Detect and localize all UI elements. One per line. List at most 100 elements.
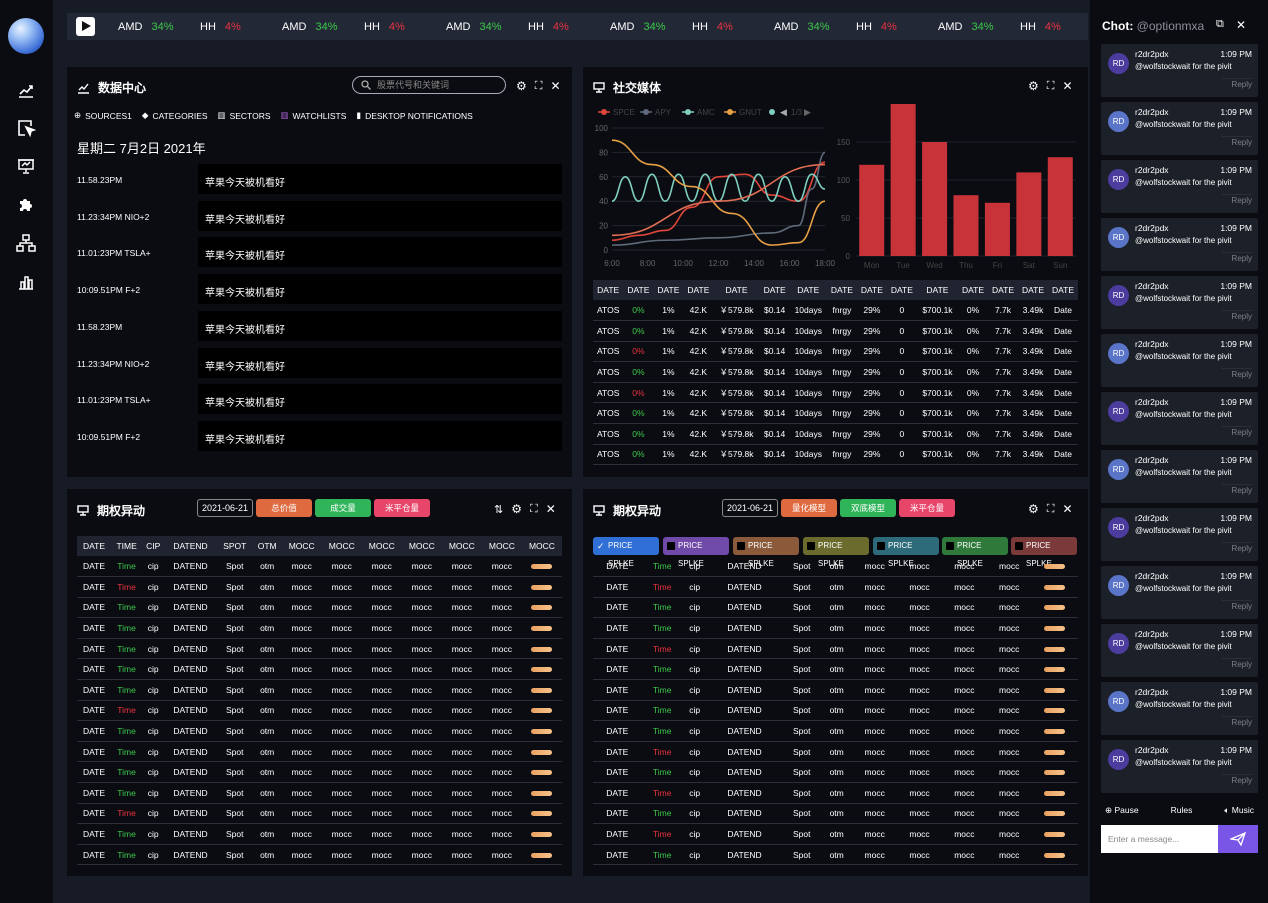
- legend-prev-icon[interactable]: ◀: [780, 107, 787, 117]
- chat-message[interactable]: RD r2dr2pdx 1:09 PM @wolfstockwait for the …: [1101, 566, 1258, 619]
- ticker-item[interactable]: AMD 34%: [446, 21, 501, 33]
- table-row[interactable]: DATE Time cip DATEND Spot otm mocc mocc mocc mocc…: [77, 658, 562, 681]
- news-item[interactable]: 10:09.51PM F+2 苹果今天被机看好: [77, 420, 562, 451]
- chat-message[interactable]: RD r2dr2pdx 1:09 PM @wolfstockwait for the …: [1101, 624, 1258, 677]
- reply-button[interactable]: Reply: [1222, 658, 1252, 669]
- column-header[interactable]: CIP: [142, 536, 165, 556]
- bar[interactable]: [890, 104, 916, 256]
- price-spike-chip[interactable]: PRICE SPLKE: [733, 537, 799, 568]
- bar[interactable]: [1016, 172, 1042, 256]
- legend-label[interactable]: GNUT: [739, 108, 762, 117]
- column-header[interactable]: DATE: [713, 280, 760, 300]
- filter-volume-button[interactable]: 成交量: [315, 499, 371, 517]
- tab-categories[interactable]: ◆ CATEGORIES: [141, 110, 208, 121]
- column-header[interactable]: DATE: [856, 280, 887, 300]
- gear-icon[interactable]: ⚙: [511, 502, 522, 516]
- news-item[interactable]: 10:09.51PM F+2 苹果今天被机看好: [77, 274, 562, 305]
- column-header[interactable]: TIME: [110, 536, 143, 556]
- filter-quant-model-button[interactable]: 量化模型: [781, 499, 837, 517]
- chat-message[interactable]: RD r2dr2pdx 1:09 PM @wolfstockwait for the …: [1101, 334, 1258, 387]
- filter-total-value-button[interactable]: 总价值: [256, 499, 312, 517]
- column-header[interactable]: SPOT: [216, 536, 253, 556]
- reply-button[interactable]: Reply: [1222, 542, 1252, 553]
- ticker-item[interactable]: AMD 34%: [774, 21, 829, 33]
- column-header[interactable]: DATE: [77, 536, 111, 556]
- ticker-item[interactable]: AMD 34%: [938, 21, 993, 33]
- legend-marker[interactable]: [727, 109, 733, 115]
- table-row[interactable]: ATOS 0% 1% 42.K ￥579.8k $0.14 10days fnrgy 29% 0 $…: [593, 341, 1078, 363]
- table-row[interactable]: ATOS 0% 1% 42.K ￥579.8k $0.14 10days fnrgy 29% 0 $…: [593, 444, 1078, 466]
- table-row[interactable]: DATE Time cip DATEND Spot otm mocc mocc mocc mocc: [593, 617, 1078, 639]
- table-row[interactable]: DATE Time cip DATEND Spot otm mocc mocc mocc mocc: [593, 700, 1078, 722]
- table-row[interactable]: DATE Time cip DATEND Spot otm mocc mocc mocc mocc: [593, 720, 1078, 742]
- ticker-item[interactable]: HH 4%: [692, 21, 733, 33]
- ticker-item[interactable]: AMD 34%: [118, 21, 173, 33]
- chat-message[interactable]: RD r2dr2pdx 1:09 PM @wolfstockwait for the …: [1101, 44, 1258, 97]
- legend-label[interactable]: SPCE: [613, 108, 635, 117]
- table-row[interactable]: DATE Time cip DATEND Spot otm mocc mocc mocc mocc: [593, 844, 1078, 866]
- table-row[interactable]: DATE Time cip DATEND Spot otm mocc mocc mocc mocc: [593, 741, 1078, 763]
- send-button[interactable]: [1218, 825, 1258, 853]
- popout-icon[interactable]: ⧉: [1216, 18, 1224, 30]
- legend-next-icon[interactable]: ▶: [804, 107, 811, 117]
- column-header[interactable]: DATE: [683, 280, 714, 300]
- play-icon[interactable]: [76, 17, 95, 36]
- table-row[interactable]: DATE Time cip DATEND Spot otm mocc mocc mocc mocc…: [77, 638, 562, 660]
- table-row[interactable]: DATE Time cip DATEND Spot otm mocc mocc mocc mocc…: [77, 556, 562, 578]
- price-spike-chip[interactable]: PRICE SPLKE: [593, 537, 659, 568]
- reply-button[interactable]: Reply: [1222, 716, 1252, 727]
- price-spike-chip[interactable]: PRICE SPLKE: [1011, 537, 1077, 568]
- chat-message-input[interactable]: Enter a message...: [1101, 825, 1218, 853]
- column-header[interactable]: MOCC: [521, 536, 562, 556]
- table-row[interactable]: DATE Time cip DATEND Spot otm mocc mocc mocc mocc…: [77, 761, 562, 784]
- filter-open-interest-button[interactable]: 米平仓量: [374, 499, 430, 517]
- ticker-item[interactable]: AMD 34%: [610, 21, 665, 33]
- table-row[interactable]: DATE Time cip DATEND Spot otm mocc mocc mocc mocc…: [77, 803, 562, 825]
- rules-button[interactable]: Rules: [1170, 805, 1193, 815]
- bar[interactable]: [953, 195, 979, 256]
- gear-icon[interactable]: ⚙: [516, 79, 527, 93]
- tab-watchlists[interactable]: ▥ WATCHLISTS: [280, 110, 347, 121]
- legend-marker[interactable]: [685, 109, 691, 115]
- chat-message[interactable]: RD r2dr2pdx 1:09 PM @wolfstockwait for the …: [1101, 218, 1258, 271]
- column-header[interactable]: DATEND: [164, 536, 217, 556]
- chat-message[interactable]: RD r2dr2pdx 1:09 PM @wolfstockwait for the …: [1101, 682, 1258, 735]
- legend-marker[interactable]: [769, 109, 775, 115]
- bar[interactable]: [859, 164, 885, 256]
- close-icon[interactable]: ✕: [1062, 79, 1073, 93]
- price-spike-chip[interactable]: PRICE SPLKE: [663, 537, 729, 568]
- filter-double-bottom-button[interactable]: 双底模型: [840, 499, 896, 517]
- table-row[interactable]: ATOS 0% 1% 42.K ￥579.8k $0.14 10days fnrgy 29% 0 $…: [593, 382, 1078, 404]
- ticker-item[interactable]: AMD 34%: [282, 21, 337, 33]
- reply-button[interactable]: Reply: [1222, 194, 1252, 205]
- column-header[interactable]: DATE: [593, 280, 624, 300]
- reply-button[interactable]: Reply: [1222, 484, 1252, 495]
- table-row[interactable]: DATE Time cip DATEND Spot otm mocc mocc mocc mocc…: [77, 741, 562, 763]
- table-row[interactable]: DATE Time cip DATEND Spot otm mocc mocc mocc mocc: [593, 576, 1078, 598]
- table-row[interactable]: DATE Time cip DATEND Spot otm mocc mocc mocc mocc…: [77, 844, 562, 866]
- bar[interactable]: [922, 142, 948, 256]
- table-row[interactable]: DATE Time cip DATEND Spot otm mocc mocc mocc mocc: [593, 679, 1078, 701]
- table-row[interactable]: ATOS 0% 1% 42.K ￥579.8k $0.14 10days fnrgy 29% 0 $…: [593, 300, 1078, 322]
- column-header[interactable]: MOCC: [401, 536, 442, 556]
- ticker-item[interactable]: HH 4%: [1020, 21, 1061, 33]
- reply-button[interactable]: Reply: [1222, 136, 1252, 147]
- column-header[interactable]: MOCC: [281, 536, 322, 556]
- table-row[interactable]: DATE Time cip DATEND Spot otm mocc mocc mocc mocc: [593, 658, 1078, 681]
- column-header[interactable]: DATE: [1017, 280, 1048, 300]
- price-spike-chip[interactable]: PRICE SPLKE: [942, 537, 1008, 568]
- table-row[interactable]: DATE Time cip DATEND Spot otm mocc mocc mocc mocc…: [77, 700, 562, 722]
- expand-icon[interactable]: ⛶: [1046, 502, 1055, 515]
- ticker-item[interactable]: HH 4%: [528, 21, 569, 33]
- close-icon[interactable]: ✕: [1236, 18, 1247, 32]
- column-header[interactable]: DATE: [789, 280, 827, 300]
- news-item[interactable]: 11.58.23PM 苹果今天被机看好: [77, 310, 562, 341]
- news-item[interactable]: 11.23:34PM NIO+2 苹果今天被机看好: [77, 347, 562, 378]
- chat-message[interactable]: RD r2dr2pdx 1:09 PM @wolfstockwait for the …: [1101, 508, 1258, 561]
- chat-message[interactable]: RD r2dr2pdx 1:09 PM @wolfstockwait for the …: [1101, 160, 1258, 213]
- table-row[interactable]: DATE Time cip DATEND Spot otm mocc mocc mocc mocc: [593, 761, 1078, 784]
- news-item[interactable]: 11.01:23PM TSLA+ 苹果今天被机看好: [77, 384, 562, 415]
- ticker-item[interactable]: HH 4%: [856, 21, 897, 33]
- chat-message[interactable]: RD r2dr2pdx 1:09 PM @wolfstockwait for the …: [1101, 102, 1258, 155]
- search-input[interactable]: 股票代号和关键词: [352, 76, 506, 94]
